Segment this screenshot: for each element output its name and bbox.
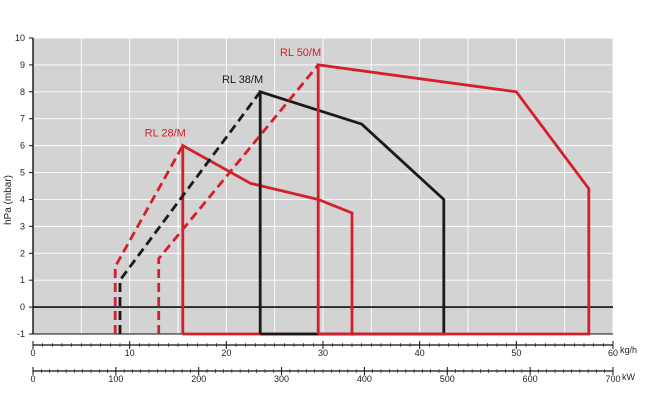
x-secondary-tick-label: 200 [191, 374, 206, 384]
x-secondary-tick-label: 0 [30, 374, 35, 384]
x-primary-tick-label: 50 [511, 348, 521, 358]
y-tick-label: 8 [20, 87, 25, 97]
x-primary-tick-label: 0 [30, 348, 35, 358]
series-label-rl-50-m: RL 50/M [280, 47, 321, 59]
y-tick-label: 4 [20, 194, 25, 204]
y-tick-label: 9 [20, 60, 25, 70]
x-primary-tick-label: 20 [221, 348, 231, 358]
x-secondary-tick-label: 500 [440, 374, 455, 384]
series-label-rl-28-m: RL 28/M [145, 128, 186, 140]
y-tick-label: 10 [15, 33, 25, 43]
x-secondary-unit: kW [622, 372, 636, 382]
series-label-rl-38-m: RL 38/M [222, 74, 263, 86]
x-secondary-tick-label: 100 [108, 374, 123, 384]
series-rl-50-m-solid-line [316, 63, 591, 336]
x-primary-tick-label: 30 [318, 348, 328, 358]
y-tick-label: 6 [20, 141, 25, 151]
y-tick-label: 1 [20, 275, 25, 285]
x-primary-tick-label: 40 [415, 348, 425, 358]
y-tick-label: 7 [20, 114, 25, 124]
x-secondary-tick-label: 600 [523, 374, 538, 384]
x-secondary-tick-label: 300 [274, 374, 289, 384]
y-tick-label: 0 [20, 302, 25, 312]
series-rl-50-m-dashed-line [157, 64, 320, 334]
series-rl-28-m-dashed-line [113, 144, 185, 334]
x-primary-unit: kg/h [620, 345, 637, 355]
y-axis-label: hPa (mbar) [3, 175, 14, 225]
y-tick-label: 3 [20, 221, 25, 231]
x-secondary-tick-label: 400 [357, 374, 372, 384]
x-secondary-tick-label: 700 [605, 374, 620, 384]
y-tick-label: 5 [20, 168, 25, 178]
series-rl-38-m-dashed-line [118, 90, 262, 334]
y-tick-label: -1 [17, 329, 25, 339]
y-tick-label: 2 [20, 248, 25, 258]
x-primary-tick-label: 10 [125, 348, 135, 358]
x-primary-tick-label: 60 [608, 348, 618, 358]
